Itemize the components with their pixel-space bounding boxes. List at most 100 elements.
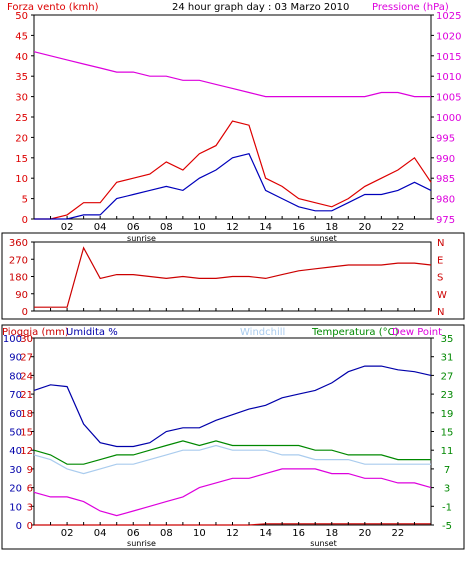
pressure-y-tick-label: 1000 [436,113,461,124]
wind-y-tick-label: 20 [15,133,28,144]
compass-label: N [437,307,444,318]
humidity-y-tick-label: 10 [9,502,22,513]
direction-y-tick-label: 0 [22,307,28,318]
x-tick-label: 12 [226,528,239,539]
wind-y-tick-label: 25 [15,113,28,124]
temperature-axis-title: Temperatura (°C) [311,327,399,338]
pressure-y-tick-label: 1020 [436,31,461,42]
wind-y-tick-label: 0 [22,215,28,226]
compass-label: W [437,290,447,301]
windchill-legend: Windchill [240,327,285,338]
rain-y-tick-label: 15 [20,428,33,439]
pressure-y-tick-label: 975 [436,215,455,226]
rain-y-tick-label: 18 [20,409,33,420]
series-line-forza-vento-kmh- [34,120,432,220]
pressure-y-tick-label: 990 [436,154,455,165]
series-line-temperatura-c- [33,440,431,465]
wind-axis-title: Forza vento (kmh) [7,2,99,13]
x-tick-label: 16 [292,222,305,233]
wind-y-tick-label: 45 [15,31,28,42]
x-tick-label: 06 [127,528,140,539]
direction-y-tick-label: 270 [9,255,28,266]
temp-y-tick-label: 15 [441,428,454,439]
pressure-y-tick-label: 1010 [436,72,461,83]
x-tick-label: 14 [259,528,272,539]
x-tick-label: 20 [358,528,371,539]
pressure-y-tick-label: 985 [436,174,455,185]
x-tick-label: 02 [61,222,74,233]
temp-y-tick-label: -1 [442,502,452,513]
temp-y-tick-label: 3 [444,484,450,495]
humidity-y-tick-label: 0 [16,521,22,532]
series-line-umidita- [33,365,432,448]
x-tick-label: 12 [226,222,239,233]
wind-y-tick-label: 40 [15,52,28,63]
chart-marks: 0510152025303540455097598098599099510001… [3,11,462,548]
pressure-y-tick-label: 995 [436,133,455,144]
series-line-direction [34,246,432,308]
x-tick-label: 22 [392,222,405,233]
humidity-y-tick-label: 100 [3,334,22,345]
humidity-y-tick-label: 80 [9,371,22,382]
sunrise-label: sunrise [127,234,156,243]
humidity-y-tick-label: 90 [9,353,22,364]
wind-y-tick-label: 50 [15,11,28,22]
humidity-y-tick-label: 40 [9,446,22,457]
temp-y-tick-label: 35 [441,334,454,345]
x-tick-label: 04 [94,222,107,233]
sunset-label: sunset [310,539,337,548]
humidity-y-tick-label: 70 [9,390,22,401]
x-tick-label: 10 [193,528,206,539]
x-tick-label: 06 [127,222,140,233]
x-tick-label: 20 [358,222,371,233]
rain-y-tick-label: 0 [27,521,33,532]
series-line-wind-avg [34,152,432,220]
temp-y-tick-label: 27 [441,371,454,382]
series-line-dew-point [33,468,432,517]
wind-panel-frame [33,14,432,220]
x-tick-label: 02 [61,528,74,539]
x-tick-label: 18 [325,528,338,539]
rain-y-tick-label: 27 [20,353,33,364]
rain-y-tick-label: 21 [20,390,33,401]
pressure-y-tick-label: 1015 [436,52,461,63]
wind-y-tick-label: 15 [15,154,28,165]
rain-y-tick-label: 12 [20,446,33,457]
compass-label: E [437,255,443,266]
chart-title: 24 hour graph day : 03 Marzo 2010 [172,2,349,13]
temp-y-tick-label: 31 [441,353,454,364]
x-tick-label: 22 [392,528,405,539]
sunset-label: sunset [310,234,337,243]
rain-y-tick-label: 9 [27,465,33,476]
x-tick-label: 08 [160,222,173,233]
series-line-windchill [33,444,431,475]
x-tick-label: 14 [259,222,272,233]
humidity-y-tick-label: 50 [9,428,22,439]
series-line-pressione-hpa- [33,51,431,98]
wind-y-tick-label: 5 [22,195,28,206]
temp-y-tick-label: 7 [444,465,450,476]
humidity-y-tick-label: 20 [9,484,22,495]
dewpoint-legend: Dew Point [392,327,442,338]
humidity-y-tick-label: 60 [9,409,22,420]
humidity-y-tick-label: 30 [9,465,22,476]
x-tick-label: 16 [292,528,305,539]
temp-y-tick-label: 19 [441,409,454,420]
temp-y-tick-label: 11 [441,446,454,457]
pressure-y-tick-label: 1005 [436,93,461,104]
rain-y-tick-label: 24 [20,371,33,382]
pressure-y-tick-label: 980 [436,195,455,206]
x-tick-label: 10 [193,222,206,233]
direction-y-tick-label: 180 [9,273,28,284]
humidity-axis-title: Umidita % [66,327,118,338]
wind-y-tick-label: 30 [15,93,28,104]
rain-axis-title: Pioggia (mm) [2,327,69,338]
wind-y-tick-label: 10 [15,174,28,185]
compass-label: S [437,273,443,284]
direction-y-tick-label: 90 [15,290,28,301]
sunrise-label: sunrise [127,539,156,548]
climate-panel-frame [33,337,432,526]
x-tick-label: 18 [325,222,338,233]
